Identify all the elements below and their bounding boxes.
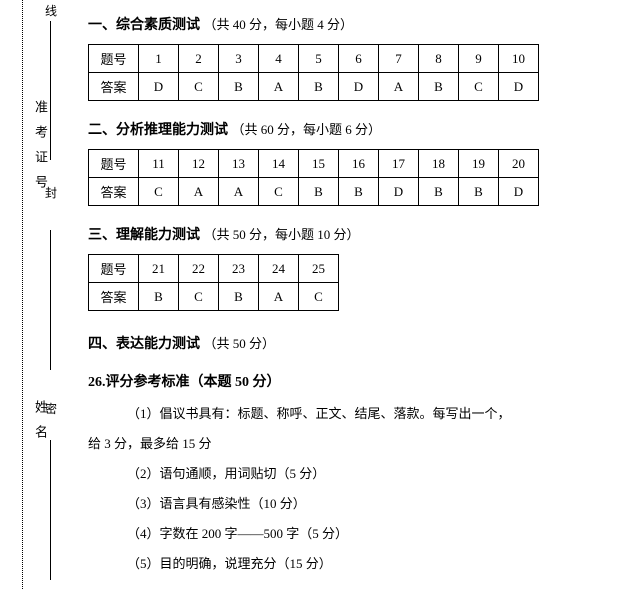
ans-cell: B xyxy=(219,283,259,311)
ans-cell: C xyxy=(179,73,219,101)
num-cell: 22 xyxy=(179,255,219,283)
page: 线 封 密 准考证号 姓名 一、综合素质测试 （共 40 分，每小题 4 分） … xyxy=(0,0,624,589)
num-cell: 23 xyxy=(219,255,259,283)
section3-title-main: 三、理解能力测试 xyxy=(88,228,200,243)
dotted-vertical-line xyxy=(22,0,23,589)
section1-table: 题号 1 2 3 4 5 6 7 8 9 10 答案 D C B A B D A xyxy=(88,44,539,101)
table-row: 答案 B C B A C xyxy=(89,283,339,311)
num-cell: 16 xyxy=(339,150,379,178)
num-cell: 3 xyxy=(219,45,259,73)
num-cell: 25 xyxy=(299,255,339,283)
criteria-line-1a: （1）倡议书具有：标题、称呼、正文、结尾、落款。每写出一个， xyxy=(88,401,606,427)
row-header-cell: 题号 xyxy=(89,150,139,178)
num-cell: 10 xyxy=(499,45,539,73)
ans-header-cell: 答案 xyxy=(89,283,139,311)
ans-cell: B xyxy=(139,283,179,311)
table-row: 题号 1 2 3 4 5 6 7 8 9 10 xyxy=(89,45,539,73)
solid-line-seg xyxy=(50,20,51,160)
ans-cell: D xyxy=(379,178,419,206)
ans-cell: D xyxy=(339,73,379,101)
num-cell: 24 xyxy=(259,255,299,283)
num-cell: 8 xyxy=(419,45,459,73)
num-cell: 21 xyxy=(139,255,179,283)
criteria-line-2: （2）语句通顺，用词贴切（5 分） xyxy=(88,461,606,487)
ans-cell: B xyxy=(459,178,499,206)
label-name: 姓名 xyxy=(32,400,50,450)
q26-title: 26.评分参考标准（本题 50 分） xyxy=(88,371,606,391)
num-cell: 1 xyxy=(139,45,179,73)
label-exam-id: 准考证号 xyxy=(32,100,50,200)
criteria-line-3: （3）语言具有感染性（10 分） xyxy=(88,491,606,517)
table-row: 答案 C A A C B B D B B D xyxy=(89,178,539,206)
ans-cell: C xyxy=(179,283,219,311)
num-cell: 7 xyxy=(379,45,419,73)
ans-cell: A xyxy=(179,178,219,206)
ans-header-cell: 答案 xyxy=(89,178,139,206)
table-row: 答案 D C B A B D A B C D xyxy=(89,73,539,101)
num-cell: 4 xyxy=(259,45,299,73)
section4-title-paren: （共 50 分） xyxy=(204,336,276,351)
section3-title: 三、理解能力测试 （共 50 分，每小题 10 分） xyxy=(88,224,606,244)
ans-cell: B xyxy=(419,73,459,101)
ans-cell: D xyxy=(139,73,179,101)
ans-cell: C xyxy=(299,283,339,311)
section2-title-paren: （共 60 分，每小题 6 分） xyxy=(232,122,382,137)
table-row: 题号 21 22 23 24 25 xyxy=(89,255,339,283)
num-cell: 6 xyxy=(339,45,379,73)
content-area: 一、综合素质测试 （共 40 分，每小题 4 分） 题号 1 2 3 4 5 6… xyxy=(70,0,624,589)
criteria-line-4: （4）字数在 200 字——500 字（5 分） xyxy=(88,521,606,547)
ans-cell: B xyxy=(419,178,459,206)
criteria-line-5: （5）目的明确，说理充分（15 分） xyxy=(88,551,606,577)
ans-cell: A xyxy=(259,283,299,311)
num-cell: 5 xyxy=(299,45,339,73)
ans-cell: A xyxy=(259,73,299,101)
criteria-line-1b: 给 3 分，最多给 15 分 xyxy=(88,431,606,457)
ans-cell: C xyxy=(259,178,299,206)
ans-cell: D xyxy=(499,178,539,206)
row-header-cell: 题号 xyxy=(89,45,139,73)
solid-line-seg xyxy=(50,230,51,370)
ans-cell: B xyxy=(219,73,259,101)
section3-table: 题号 21 22 23 24 25 答案 B C B A C xyxy=(88,254,339,311)
ans-cell: D xyxy=(499,73,539,101)
ans-cell: C xyxy=(459,73,499,101)
ans-cell: B xyxy=(299,73,339,101)
row-header-cell: 题号 xyxy=(89,255,139,283)
solid-line-seg xyxy=(50,440,51,580)
ans-cell: A xyxy=(219,178,259,206)
binding-margin: 线 封 密 准考证号 姓名 xyxy=(0,0,70,589)
num-cell: 9 xyxy=(459,45,499,73)
num-cell: 15 xyxy=(299,150,339,178)
section4-title-main: 四、表达能力测试 xyxy=(88,337,200,352)
ans-cell: C xyxy=(139,178,179,206)
ans-cell: B xyxy=(299,178,339,206)
section2-title-main: 二、分析推理能力测试 xyxy=(88,123,228,138)
num-cell: 13 xyxy=(219,150,259,178)
section1-title-main: 一、综合素质测试 xyxy=(88,18,200,33)
section2-table: 题号 11 12 13 14 15 16 17 18 19 20 答案 C A … xyxy=(88,149,539,206)
section3-title-paren: （共 50 分，每小题 10 分） xyxy=(204,227,360,242)
ans-cell: A xyxy=(379,73,419,101)
num-cell: 19 xyxy=(459,150,499,178)
num-cell: 14 xyxy=(259,150,299,178)
section1-title-paren: （共 40 分，每小题 4 分） xyxy=(204,17,354,32)
ans-header-cell: 答案 xyxy=(89,73,139,101)
num-cell: 18 xyxy=(419,150,459,178)
num-cell: 17 xyxy=(379,150,419,178)
num-cell: 11 xyxy=(139,150,179,178)
margin-char-line: 线 xyxy=(44,0,58,21)
num-cell: 12 xyxy=(179,150,219,178)
num-cell: 2 xyxy=(179,45,219,73)
num-cell: 20 xyxy=(499,150,539,178)
section4-title: 四、表达能力测试 （共 50 分） xyxy=(88,333,606,353)
section2-title: 二、分析推理能力测试 （共 60 分，每小题 6 分） xyxy=(88,119,606,139)
section1-title: 一、综合素质测试 （共 40 分，每小题 4 分） xyxy=(88,14,606,34)
table-row: 题号 11 12 13 14 15 16 17 18 19 20 xyxy=(89,150,539,178)
ans-cell: B xyxy=(339,178,379,206)
